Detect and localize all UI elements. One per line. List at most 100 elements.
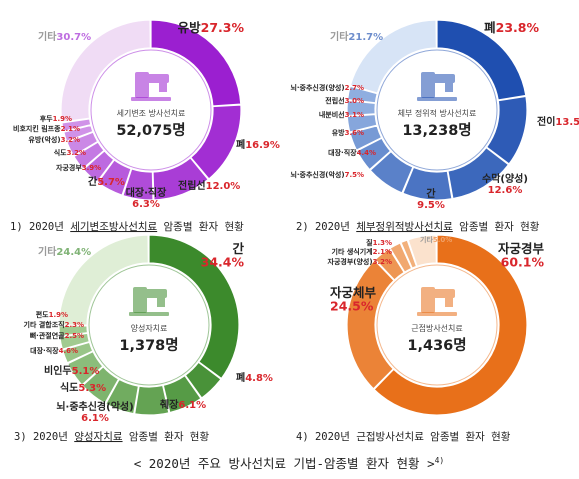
slice-value: 1.9% (53, 115, 72, 123)
slice-value: 3.6% (345, 129, 364, 137)
slice-value: 9.5% (417, 200, 445, 211)
slice-label: 기타 결합조직2.3% (24, 320, 85, 329)
chart-panel-3: 양성자치료1,378명간34.4%폐4.8%췌장6.1%뇌·중추신경(악성)6.… (24, 234, 273, 424)
figure-main-caption: < 2020년 주요 방사선치료 기법-암종별 환자 현황 >4) (134, 456, 445, 471)
pie-slice (162, 374, 202, 414)
slice-label: 기타30.7% (38, 30, 91, 43)
slice-value: 3.2% (61, 136, 80, 144)
slice-label: 전립선12.0% (178, 179, 240, 192)
donut-center (88, 264, 210, 386)
slice-label: 뼈·관절연골2.5% (30, 331, 84, 340)
chart-panel-1: 세기변조 방사선치료 52,075명 유방27.3% 폐16.9% 전립선12.0% 대장… (13, 19, 280, 210)
slice-label: 자궁경부3.9% (56, 163, 101, 172)
pie-slice (485, 95, 528, 165)
slice-label: 췌장6.1% (160, 398, 206, 411)
proton-beam-icon (129, 287, 169, 316)
center-title: 세기변조 방사선치료 (117, 108, 186, 118)
slice-value: 12.6% (488, 185, 523, 196)
slice-label: 내분비선3.1% (319, 110, 364, 119)
center-title: 근접방사선치료 (411, 323, 463, 333)
slice-label: 뇌·중추신경(악성)7.5% (290, 170, 364, 179)
pie-slice (184, 361, 222, 399)
pie-slice (150, 19, 242, 107)
slice-value: 3.9% (82, 164, 101, 172)
pie-slice (436, 19, 527, 101)
pie-slice (96, 159, 132, 196)
slice-label: 기타5.0% (420, 235, 452, 244)
slice-label: 전이13.5% (537, 115, 579, 128)
chart-caption-1: 1) 2020년 세기변조방사선치료 암종별 환자 현황 (10, 221, 244, 233)
pie-slice (148, 234, 240, 380)
pie-slice (82, 150, 115, 183)
slice-label: 유방(악성)3.2% (28, 135, 80, 144)
slice-value: 7.5% (345, 171, 364, 179)
slice-value: 2.5% (65, 332, 84, 340)
pie-slice (349, 125, 383, 151)
slice-label: 폐16.9% (236, 138, 280, 151)
pie-slice (66, 131, 99, 157)
center-title: 양성자치료 (131, 324, 168, 333)
slice-value: 2.1% (373, 248, 392, 256)
pie-slice (58, 325, 89, 337)
pie-slice (400, 239, 418, 269)
slice-label: 식도3.2% (54, 148, 86, 157)
slice-value: 2.7% (345, 84, 364, 92)
pie-slice (58, 234, 149, 326)
slice-label: 대장·직장4.4% (328, 148, 376, 157)
slice-label: 대장·직장 (126, 186, 167, 199)
slice-value: 5.7% (97, 177, 125, 188)
slice-value: 2.3% (65, 321, 84, 329)
slice-label: 전립선3.0% (325, 96, 364, 105)
slice-value: 5.3% (78, 383, 106, 394)
slice-label: 간 (426, 187, 436, 200)
slice-value: 4.8% (245, 373, 273, 384)
slice-value: 1.9% (49, 311, 68, 319)
slice-value: 3.2% (373, 258, 392, 266)
slice-label: 대장·직장4.6% (30, 346, 78, 355)
pie-slice (61, 341, 94, 364)
slice-label: 질1.3% (366, 238, 392, 247)
center-value: 1,436명 (407, 336, 466, 354)
slice-value: 21.7% (348, 32, 383, 43)
slice-value: 1.3% (373, 239, 392, 247)
slice-value: 5.1% (72, 366, 100, 377)
pie-slice (346, 113, 378, 133)
pie-slice (81, 365, 120, 405)
pie-slice (407, 234, 437, 268)
chart-caption-4: 4) 2020년 근접방사선치료 암종별 환자 현황 (296, 431, 511, 443)
slice-label: 자궁체부 (330, 285, 377, 300)
pie-slice (133, 384, 170, 416)
donut-center (376, 264, 498, 386)
robotic-arm-icon (417, 72, 457, 101)
slice-value: 13.5% (555, 117, 579, 128)
slice-label: 유방3.6% (332, 128, 364, 137)
slice-value: 3.2% (67, 149, 86, 157)
pie-slice (60, 19, 151, 123)
pie-slice (73, 141, 105, 170)
slice-label: 수막(양성) (482, 172, 528, 185)
center-value: 13,238명 (402, 121, 471, 139)
chart-caption-3: 3) 2020년 양성자치료 암종별 환자 현황 (14, 431, 209, 443)
slice-value: 16.9% (245, 140, 280, 151)
pie-slice (152, 157, 210, 201)
pie-slice (389, 242, 413, 273)
pie-slice (402, 166, 453, 201)
slice-label: 뇌·중추신경(악성) (56, 400, 133, 413)
slice-value: 5.0% (433, 236, 452, 244)
pie-slice (369, 150, 414, 194)
donut-center (376, 49, 498, 171)
slice-label: 유방27.3% (178, 20, 245, 35)
slice-value: 60.1% (501, 255, 545, 270)
pie-slice (59, 332, 91, 350)
pie-slice (122, 168, 154, 201)
pie-slice (66, 350, 104, 386)
brachytherapy-icon (417, 287, 457, 316)
slice-value: 24.4% (56, 247, 91, 258)
slice-value: 34.4% (201, 255, 245, 270)
slice-label: 간 (232, 241, 244, 256)
slice-value: 12.0% (206, 181, 241, 192)
pie-slice (190, 104, 242, 180)
slice-label: 폐4.8% (236, 371, 273, 384)
